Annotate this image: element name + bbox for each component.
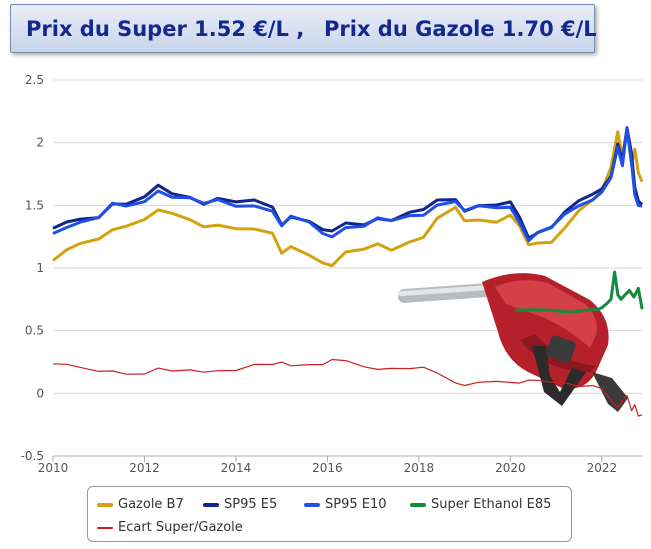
legend-swatch: [97, 502, 113, 507]
x-tick-label: 2020: [495, 461, 526, 475]
legend-item-ecart-super-gazole[interactable]: Ecart Super/Gazole: [97, 520, 243, 535]
x-tick-label: 2022: [587, 461, 618, 475]
legend-item-sp95-e5[interactable]: SP95 E5: [203, 497, 277, 512]
y-tick-label: -0.5: [21, 449, 44, 463]
super-price-title: Prix du Super 1.52 €/L ,: [26, 17, 305, 41]
series-line-super-ethanol-e85[interactable]: [514, 270, 644, 314]
legend-label: SP95 E5: [224, 497, 278, 512]
fuel-nozzle-illustration: [397, 273, 628, 412]
chart-series: [52, 126, 644, 417]
y-axis-ticks: 2.5 2 1.5 1 0.5 0 -0.5: [21, 73, 44, 463]
x-tick-label: 2018: [404, 461, 435, 475]
legend-swatch: [97, 526, 113, 529]
legend-swatch: [304, 502, 320, 507]
y-tick-label: 1.5: [25, 198, 44, 212]
chart-title-box: Prix du Super 1.52 €/L , Prix du Gazole …: [10, 4, 597, 53]
legend-label: Super Ethanol E85: [431, 497, 552, 512]
legend-item-super-ethanol-e85[interactable]: Super Ethanol E85: [410, 497, 551, 512]
legend-item-sp95-e10[interactable]: SP95 E10: [304, 497, 387, 512]
y-tick-label: 2.5: [25, 73, 44, 87]
y-tick-label: 2: [36, 136, 44, 150]
legend-swatch: [410, 502, 426, 507]
x-axis-ticks: 2010 2012 2014 2016 2018 2020 2022: [38, 456, 617, 475]
y-tick-label: 0: [36, 386, 44, 400]
legend-label: Gazole B7: [118, 497, 184, 512]
chart-legend: Gazole B7 SP95 E5 SP95 E10 Super Ethanol…: [87, 486, 572, 542]
y-tick-label: 1: [36, 261, 44, 275]
legend-label: Ecart Super/Gazole: [118, 520, 243, 535]
series-line-ecart-super-gazole[interactable]: [52, 358, 643, 417]
y-tick-label: 0.5: [25, 324, 44, 338]
x-tick-label: 2012: [129, 461, 160, 475]
x-tick-label: 2016: [312, 461, 343, 475]
series-line-sp95-e5[interactable]: [52, 126, 644, 240]
x-tick-label: 2010: [38, 461, 69, 475]
series-line-sp95-e10[interactable]: [52, 126, 643, 243]
legend-item-gazole-b7[interactable]: Gazole B7: [97, 497, 184, 512]
legend-label: SP95 E10: [325, 497, 387, 512]
diesel-price-title: Prix du Gazole 1.70 €/L: [324, 17, 597, 41]
legend-swatch: [203, 502, 219, 507]
grid-lines: [53, 79, 643, 457]
x-tick-label: 2014: [221, 461, 252, 475]
